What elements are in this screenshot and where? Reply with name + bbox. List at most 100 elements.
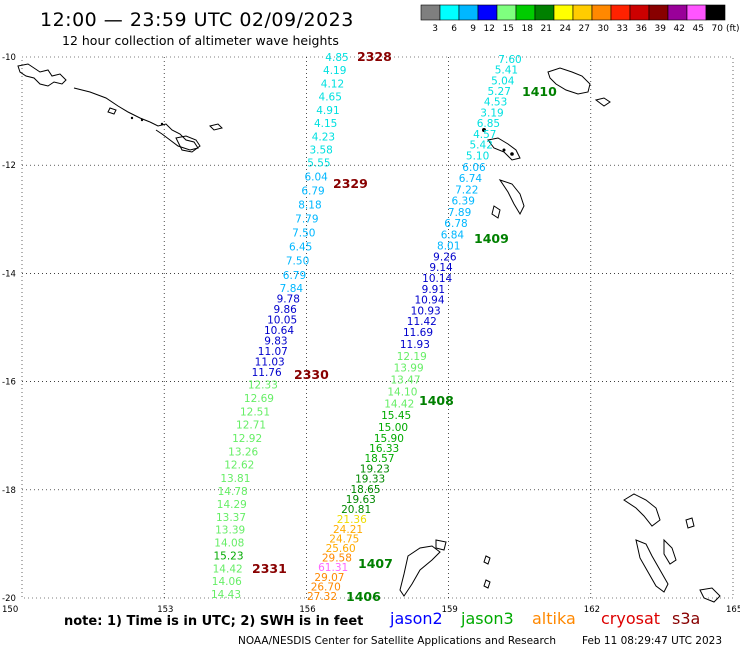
wave-height-value: 21.36 <box>337 514 367 526</box>
wave-height-value: 7.89 <box>448 207 471 219</box>
lat-tick-label: -18 <box>2 486 16 496</box>
wave-height-value: 4.57 <box>473 129 496 141</box>
lon-tick-label: 159 <box>442 605 458 615</box>
colorbar-swatch <box>477 4 498 21</box>
colorbar-label: 18 <box>522 24 534 34</box>
wave-height-value: 11.42 <box>407 316 437 328</box>
wave-height-value: 6.74 <box>459 173 483 185</box>
wave-height-value: 19.23 <box>360 463 390 475</box>
wave-height-value: 7.50 <box>292 228 315 240</box>
coastline-island-c <box>209 123 223 131</box>
coastline-solomon-4 <box>498 179 525 216</box>
satellite-legend-altika: altika <box>532 609 576 628</box>
wave-height-value: 9.26 <box>433 251 457 263</box>
orbit-label: 2329 <box>333 176 368 191</box>
colorbar-swatch <box>591 4 612 21</box>
wave-height-value: 10.94 <box>414 295 444 307</box>
coastlines <box>17 63 721 603</box>
wave-height-value: 6.39 <box>452 196 475 208</box>
wave-height-value: 4.91 <box>316 105 339 117</box>
lon-tick-label: 156 <box>299 605 315 615</box>
wave-height-value: 10.14 <box>422 273 452 285</box>
wave-height-value: 14.10 <box>387 386 417 398</box>
wave-height-value: 4.53 <box>484 97 507 109</box>
lat-tick-label: -16 <box>2 378 16 388</box>
coastline-cape <box>73 87 151 123</box>
lat-tick-label: -14 <box>2 269 16 279</box>
orbit-label: 1410 <box>522 84 557 99</box>
colorbar-swatch <box>667 4 688 21</box>
wave-height-value: 15.23 <box>213 550 243 562</box>
lon-tick-label: 150 <box>2 605 18 615</box>
island-markers <box>130 116 514 156</box>
orbit-label: 1407 <box>358 556 393 571</box>
orbit-label: 1408 <box>419 393 454 408</box>
wave-height-value: 20.81 <box>341 504 371 516</box>
wave-height-value: 16.33 <box>369 443 399 455</box>
colorbar-label: 24 <box>560 24 572 34</box>
lon-tick-label: 165 <box>726 605 740 615</box>
colorbar-label: 70 <box>712 24 724 34</box>
coastline-reef-b <box>483 555 491 565</box>
page-subtitle: 12 hour collection of altimeter wave hei… <box>62 33 339 48</box>
colorbar-label: 27 <box>579 24 590 34</box>
wave-height-value: 19.63 <box>346 494 376 506</box>
wave-height-value: 19.33 <box>355 474 385 486</box>
wave-height-value: 6.79 <box>301 185 324 197</box>
wave-height-value: 7.22 <box>455 184 478 196</box>
coastline-new-guinea-east <box>17 63 67 87</box>
colorbar-swatch <box>439 4 460 21</box>
wave-height-value: 13.81 <box>220 473 250 485</box>
wave-height-value: 9.86 <box>273 304 297 316</box>
colorbar-swatch <box>648 4 669 21</box>
wave-height-value: 12.51 <box>240 406 270 418</box>
wave-height-value: 29.58 <box>322 553 352 565</box>
wave-height-value: 12.71 <box>236 420 266 432</box>
wave-height-value: 25.60 <box>326 543 356 555</box>
wave-height-value: 6.84 <box>441 229 465 241</box>
colorbar-label: 42 <box>674 24 685 34</box>
wave-height-value: 26.70 <box>311 581 341 593</box>
orbit-label: 1406 <box>346 589 381 604</box>
wave-height-value: 9.14 <box>429 262 453 274</box>
wave-height-value: 6.79 <box>283 270 306 282</box>
wave-height-value: 6.78 <box>444 218 467 230</box>
orbit-label: 2328 <box>357 49 392 64</box>
coastline-solomon-3 <box>487 137 521 161</box>
footer-timestamp: Feb 11 08:29:47 UTC 2023 <box>582 635 722 647</box>
wave-height-value: 5.41 <box>495 65 518 77</box>
satellite-legend: jason2 jason3 altika cryosat s3a <box>389 609 700 628</box>
wave-height-value: 14.29 <box>217 499 247 511</box>
wave-height-value: 11.69 <box>403 327 433 339</box>
wave-height-value: 11.03 <box>255 356 285 368</box>
wave-height-value: 9.78 <box>277 294 300 306</box>
island-dot <box>510 152 514 156</box>
colorbar-swatch <box>534 4 555 21</box>
wave-height-value: 13.99 <box>394 363 424 375</box>
colorbar-label: 45 <box>693 24 704 34</box>
wave-height-value: 3.58 <box>309 145 332 157</box>
wave-height-value: 14.06 <box>212 576 242 588</box>
orbit-label: 2330 <box>294 367 329 382</box>
wave-height-value: 13.26 <box>228 446 258 458</box>
colorbar-legend: 3 6 9 12 15 18 21 24 27 30 33 36 39 42 45 70 (ft) <box>420 4 740 34</box>
wave-height-value: 6.06 <box>462 162 486 174</box>
colorbar-label: 3 <box>432 24 438 34</box>
wave-height-value: 18.65 <box>350 484 380 496</box>
colorbar-label: 30 <box>598 24 610 34</box>
wave-height-value: 4.15 <box>314 118 337 130</box>
colorbar-swatch <box>705 4 726 21</box>
wave-height-value: 6.04 <box>304 171 328 183</box>
lat-tick-label: -10 <box>2 53 16 63</box>
coastline-loyalty-3 <box>699 587 721 603</box>
island-dot <box>482 128 486 132</box>
colorbar-label: 12 <box>484 24 495 34</box>
wave-height-value: 14.43 <box>211 589 241 601</box>
wave-height-value: 11.07 <box>258 346 288 358</box>
lon-tick-label: 153 <box>157 605 173 615</box>
coastline-solomon-2 <box>594 97 611 107</box>
satellite-legend-s3a: s3a <box>672 609 700 628</box>
colorbar-swatch <box>496 4 517 21</box>
coastline-loyalty-4 <box>685 517 695 529</box>
